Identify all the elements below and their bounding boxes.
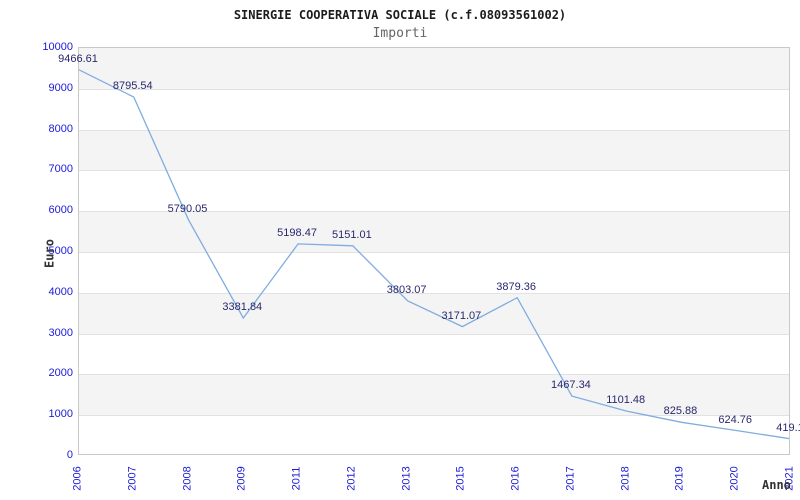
y-tick-label: 5000 bbox=[48, 245, 73, 257]
gridline bbox=[79, 211, 789, 212]
x-tick-label: 2006 bbox=[71, 466, 84, 491]
y-tick-label: 2000 bbox=[48, 367, 73, 380]
y-tick-label: 7000 bbox=[48, 163, 73, 176]
y-tick-label: 9000 bbox=[48, 81, 73, 94]
y-axis-title: Euro bbox=[42, 239, 57, 268]
x-axis-title: Anno bbox=[762, 478, 791, 492]
x-tick-label: 2019 bbox=[673, 466, 686, 491]
gridline bbox=[79, 374, 789, 375]
gridline bbox=[79, 334, 789, 335]
y-tick-label: 0 bbox=[66, 449, 73, 461]
background-band bbox=[79, 211, 789, 252]
x-tick-label: 2016 bbox=[509, 466, 522, 491]
y-tick-label: 3000 bbox=[48, 326, 73, 339]
y-tick-label: 4000 bbox=[48, 285, 73, 298]
gridline bbox=[79, 89, 789, 90]
chart-title: SINERGIE COOPERATIVA SOCIALE (c.f.080935… bbox=[233, 8, 567, 22]
gridline bbox=[79, 130, 789, 131]
x-tick-label: 2012 bbox=[345, 466, 358, 491]
y-tick-label: 1000 bbox=[48, 408, 73, 421]
data-line bbox=[79, 69, 789, 440]
gridline bbox=[79, 415, 789, 416]
y-tick-label: 6000 bbox=[48, 204, 73, 217]
x-tick-label: 2009 bbox=[235, 466, 248, 491]
x-tick-label: 2015 bbox=[454, 466, 467, 491]
y-tick-label: 10000 bbox=[42, 41, 73, 53]
gridline bbox=[79, 252, 789, 253]
x-tick-label: 2020 bbox=[728, 466, 741, 491]
y-tick-label: 8000 bbox=[48, 122, 73, 135]
gridline bbox=[79, 170, 789, 171]
x-tick-label: 2017 bbox=[564, 466, 577, 491]
plot-area bbox=[78, 47, 790, 455]
background-band bbox=[79, 374, 789, 416]
x-tick-label: 2008 bbox=[181, 466, 194, 491]
background-band bbox=[79, 129, 789, 171]
x-tick-label: 2007 bbox=[126, 466, 139, 491]
background-band bbox=[79, 48, 789, 89]
x-tick-label: 2018 bbox=[619, 466, 632, 491]
chart-subtitle: Importi bbox=[372, 26, 428, 41]
line-plot-svg bbox=[79, 69, 789, 440]
x-tick-label: 2011 bbox=[290, 466, 303, 491]
gridline bbox=[79, 293, 789, 294]
x-tick-label: 2013 bbox=[400, 466, 413, 491]
